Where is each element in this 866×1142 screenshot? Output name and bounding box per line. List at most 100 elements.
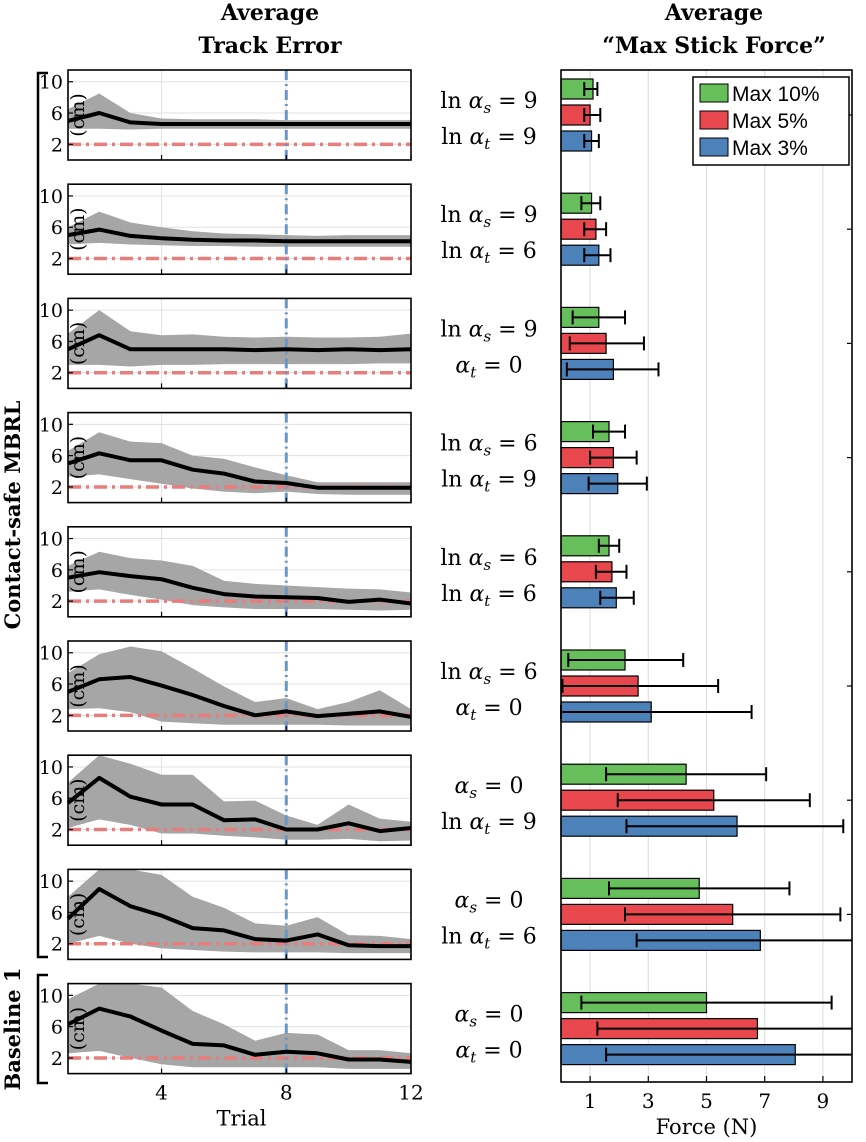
y-tick-label: 6 [51,446,63,468]
condition-label-line: ln αt = 9 [441,125,537,153]
x-tick-label: 7 [758,1089,771,1113]
right-title-line-1: Average [664,0,763,26]
y-tick-label: 10 [39,757,63,779]
y-tick-label: 6 [51,331,63,353]
panel-frame [67,868,412,961]
track-error-panel-8: 2 6 10(cm) [39,868,412,961]
legend-swatch [699,110,729,130]
track-error-panel-7: 2 6 10(cm) [39,754,412,847]
legend: Max 10% Max 5% Max 3% [692,76,850,166]
y-tick-label: 6 [51,103,63,125]
y-tick-label: 6 [51,788,63,810]
panel-frame [67,297,412,390]
condition-label-8: αs = 0 ln αt = 6 [441,888,537,952]
group-label-mbrl: Contact-safe MBRL [0,400,25,629]
baseline-bracket [36,973,48,1085]
y-axis-label: (cm) [67,893,89,936]
y-axis-label: (cm) [67,550,89,593]
mean-error-line [66,775,412,834]
condition-label-1: ln αs = 9 ln αt = 9 [440,89,537,153]
condition-label-line: αs = 0 [455,1003,524,1031]
condition-label-4: ln αs = 6 ln αt = 9 [440,432,537,496]
condition-label-3: ln αs = 9 αt = 0 [440,317,537,381]
y-axis-label: (cm) [67,664,89,707]
condition-label-line: ln αt = 6 [441,582,537,610]
mean-error-line [67,570,412,606]
track-error-panel-4: 2 6 10(cm) [39,411,412,504]
mbrl-bracket [36,71,48,959]
condition-label-line: αt = 0 [455,1039,522,1067]
bar-group-2 [560,192,612,266]
y-tick-label: 10 [39,529,63,551]
y-tick-label: 10 [39,985,63,1007]
force-bar-chart: 1 3 5 7 9 Force (N) Max 10% Max 5% Max 3% [560,69,853,1139]
group-label-baseline: Baseline 1 [0,967,25,1090]
condition-label-line: ln αt = 6 [441,924,537,952]
y-tick-label: 6 [51,902,63,924]
std-band [68,551,411,611]
x-tick-label: 8 [280,1081,293,1105]
group-brackets: Contact-safe MBRL Baseline 1 [0,71,48,1091]
condition-label-line: αt = 0 [455,353,522,381]
mean-error-line [67,675,412,719]
y-tick-label: 10 [39,871,63,893]
track-error-panel-1: 2 6 10(cm) [39,69,412,161]
legend-label: Max 3% [732,137,808,160]
condition-label-line: ln αs = 9 [440,203,537,231]
y-tick-label: 10 [39,186,63,208]
condition-label-line: ln αt = 6 [441,239,537,267]
left-title-line-2: Track Error [198,33,342,59]
legend-label: Max 5% [732,110,808,133]
mean-error-line [67,1006,412,1064]
bar-group-9 [560,991,852,1066]
condition-label-line: αs = 0 [455,774,524,802]
std-band [68,755,411,842]
mean-error-line [67,451,411,490]
legend-label: Max 10% [732,83,820,106]
bar-group-4 [560,421,648,495]
mean-error-line [66,887,411,949]
track-error-panel-2: 2 6 10(cm) [39,183,412,275]
panel-frame [67,525,412,618]
mean-error-line [67,227,411,244]
std-band [68,983,411,1069]
x-tick-label: 3 [642,1089,655,1113]
panel-frame [67,640,412,732]
y-tick-label: 10 [39,300,63,322]
std-band [68,869,411,954]
condition-label-2: ln αs = 9 ln αt = 6 [440,203,537,267]
mean-error-line [67,333,412,353]
x-tick-label: 12 [398,1081,423,1105]
y-axis-label: (cm) [67,778,89,821]
y-tick-label: 10 [39,72,63,94]
right-title-line-2: “Max Stick Force” [602,33,825,59]
y-tick-label: 6 [51,217,63,239]
y-tick-label: 10 [39,643,63,665]
y-tick-label: 2 [51,363,63,385]
std-band [68,432,411,495]
y-axis-label: (cm) [67,436,89,479]
condition-label-line: αs = 0 [455,888,524,916]
bar-group-1 [560,78,602,152]
x-tick-label: 1 [584,1089,597,1113]
y-tick-label: 2 [51,591,63,613]
panel-frame [67,982,412,1075]
condition-label-line: ln αs = 6 [440,660,537,688]
y-tick-label: 2 [51,1048,63,1070]
std-band [68,310,411,367]
y-tick-label: 6 [51,1017,63,1039]
x-axis-label: Trial [217,1107,267,1131]
y-tick-label: 2 [51,705,63,727]
bar-group-7 [560,763,845,837]
bar-group-5 [560,535,635,609]
panel-frame [67,754,412,847]
left-title: Average Track Error [198,0,342,59]
bar-group-8 [560,877,852,952]
legend-swatch [699,83,729,103]
x-tick-label: 4 [155,1081,168,1105]
x-axis-label: Force (N) [656,1115,758,1139]
legend-swatch [699,137,729,157]
condition-label-7: αs = 0 ln αt = 9 [441,774,537,838]
right-title: Average “Max Stick Force” [602,0,825,59]
